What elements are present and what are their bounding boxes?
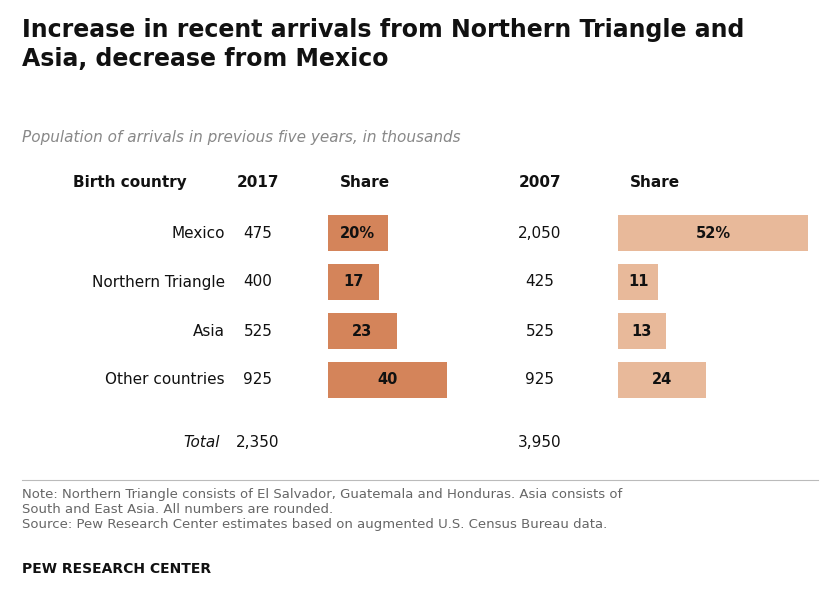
- Text: South and East Asia. All numbers are rounded.: South and East Asia. All numbers are rou…: [22, 503, 333, 516]
- Text: PEW RESEARCH CENTER: PEW RESEARCH CENTER: [22, 562, 211, 576]
- Text: 425: 425: [526, 275, 554, 289]
- Bar: [618, 362, 706, 398]
- Text: Other countries: Other countries: [105, 373, 225, 387]
- Text: 2007: 2007: [518, 175, 561, 190]
- Text: Total: Total: [183, 435, 220, 450]
- Text: 2,050: 2,050: [518, 225, 562, 241]
- Text: 17: 17: [344, 275, 364, 289]
- Text: Share: Share: [630, 175, 680, 190]
- Bar: [618, 264, 659, 300]
- Text: Source: Pew Research Center estimates based on augmented U.S. Census Bureau data: Source: Pew Research Center estimates ba…: [22, 518, 607, 531]
- Text: 13: 13: [632, 323, 652, 339]
- Text: 23: 23: [352, 323, 372, 339]
- Text: Population of arrivals in previous five years, in thousands: Population of arrivals in previous five …: [22, 130, 460, 145]
- Text: Birth country: Birth country: [73, 175, 186, 190]
- Bar: [328, 362, 447, 398]
- Bar: [328, 264, 379, 300]
- Text: 525: 525: [526, 323, 554, 339]
- Text: 11: 11: [627, 275, 648, 289]
- Text: 925: 925: [526, 373, 554, 387]
- Text: 2017: 2017: [237, 175, 279, 190]
- Bar: [618, 313, 665, 349]
- Text: 2,350: 2,350: [236, 435, 280, 450]
- Text: 52%: 52%: [696, 225, 731, 241]
- Text: Northern Triangle: Northern Triangle: [92, 275, 225, 289]
- Text: 525: 525: [244, 323, 272, 339]
- Text: 475: 475: [244, 225, 272, 241]
- Text: Asia: Asia: [193, 323, 225, 339]
- Text: 20%: 20%: [340, 225, 375, 241]
- Bar: [328, 313, 396, 349]
- Text: 3,950: 3,950: [518, 435, 562, 450]
- Text: 925: 925: [244, 373, 272, 387]
- Text: Mexico: Mexico: [171, 225, 225, 241]
- Text: Share: Share: [340, 175, 390, 190]
- Bar: [328, 215, 387, 251]
- Text: 400: 400: [244, 275, 272, 289]
- Bar: [618, 215, 808, 251]
- Text: 40: 40: [377, 373, 398, 387]
- Text: Note: Northern Triangle consists of El Salvador, Guatemala and Honduras. Asia co: Note: Northern Triangle consists of El S…: [22, 488, 622, 501]
- Text: 24: 24: [652, 373, 672, 387]
- Text: Increase in recent arrivals from Northern Triangle and
Asia, decrease from Mexic: Increase in recent arrivals from Norther…: [22, 18, 744, 71]
